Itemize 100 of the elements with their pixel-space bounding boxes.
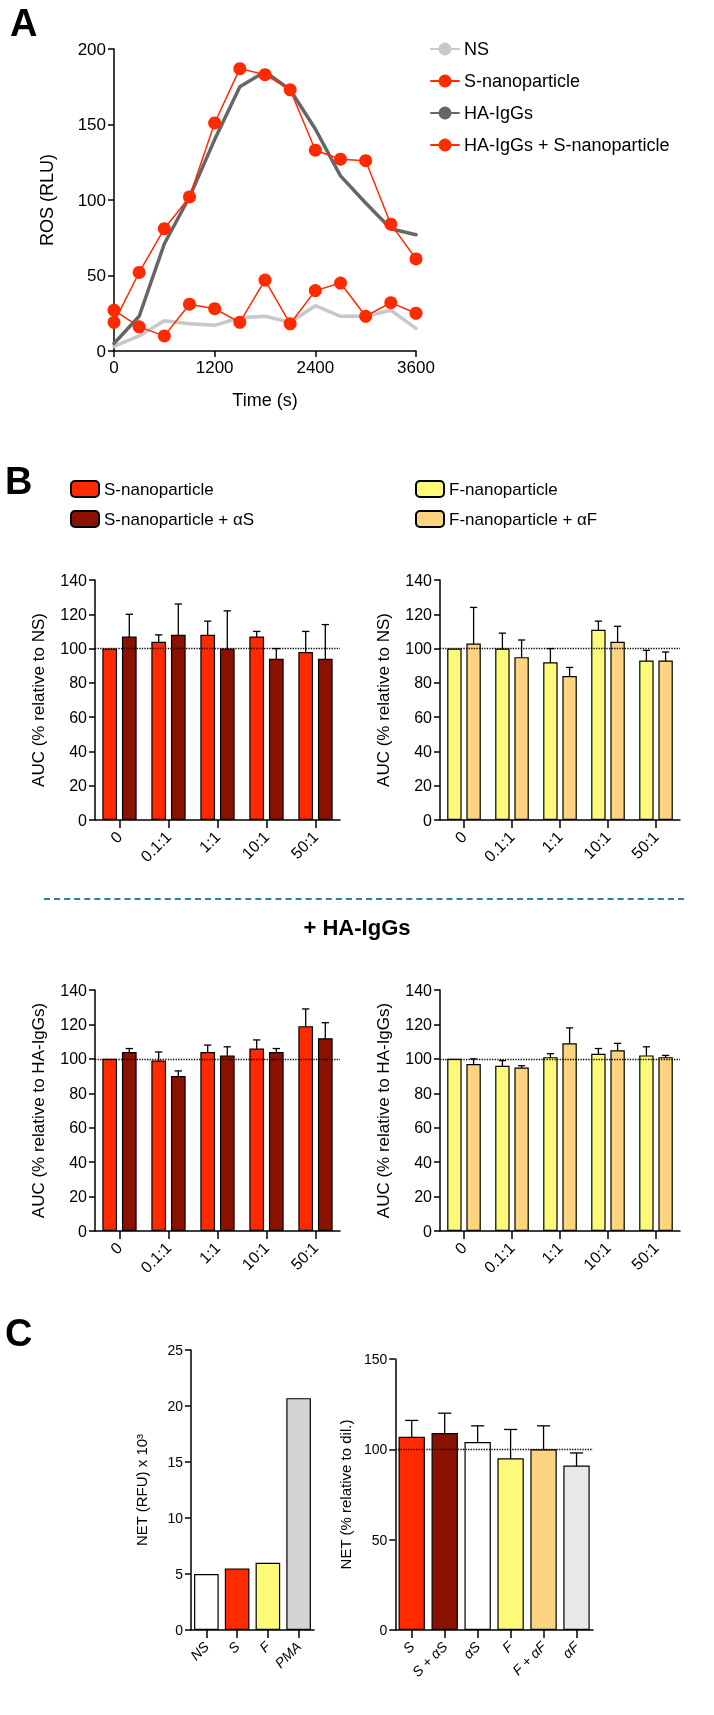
y-tick-label: 120: [405, 1015, 433, 1033]
point: [334, 276, 347, 290]
x-tick-label: 0: [109, 358, 119, 377]
y-tick-label: 50: [87, 266, 106, 285]
y-tick-label: 140: [405, 571, 433, 589]
point: [233, 315, 247, 329]
y-tick-label: 0: [96, 341, 106, 361]
y-axis-title: AUC (% relative to NS): [374, 613, 393, 787]
point: [107, 315, 121, 329]
y-tick-label: 20: [414, 777, 433, 795]
y-tick-label: 0: [379, 1622, 388, 1638]
x-tick-label: 10:1: [579, 1238, 615, 1274]
y-tick-label: 120: [60, 1015, 88, 1033]
point: [233, 62, 247, 76]
point: [183, 297, 196, 311]
y-tick-label: 40: [69, 742, 88, 760]
point: [157, 329, 171, 343]
y-tick-label: 140: [405, 981, 433, 999]
y-tick-label: 80: [69, 674, 88, 692]
y-tick-label: 10: [167, 1510, 184, 1526]
y-tick-label: 80: [414, 1084, 433, 1102]
x-tick-label: S: [399, 1637, 418, 1657]
y-axis-title: NET (% relative to dil.): [337, 1419, 354, 1570]
legend-label: F-nanoparticle: [449, 479, 558, 499]
y-axis-title: AUC (% relative to NS): [29, 613, 48, 787]
x-tick-label: NS: [186, 1637, 213, 1664]
legend-label: S-nanoparticle: [464, 71, 581, 91]
y-axis-title: AUC (% relative to HA-IgGs): [29, 1002, 48, 1219]
point: [132, 320, 146, 334]
point: [384, 217, 398, 231]
x-tick-label: F: [498, 1637, 518, 1656]
legend-label: F-nanoparticle + αF: [449, 509, 598, 529]
legend-label: HA-IgGs + S-nanoparticle: [464, 135, 670, 155]
text: C: [5, 1312, 33, 1355]
y-tick-label: 80: [69, 1084, 88, 1102]
y-tick-label: 0: [78, 811, 88, 829]
point: [334, 152, 347, 166]
point: [409, 252, 423, 266]
y-tick-label: 20: [414, 1188, 433, 1206]
x-axis-title: Time (s): [232, 390, 298, 410]
x-tick-label: αF: [559, 1637, 584, 1662]
point: [183, 190, 196, 204]
text: + HA-IgGs: [303, 915, 411, 941]
point: [107, 303, 121, 317]
x-tick-label: 1:1: [195, 1238, 224, 1267]
point: [308, 284, 322, 298]
legend-label: NS: [464, 39, 490, 59]
y-tick-label: 80: [414, 674, 433, 692]
text: A: [10, 2, 38, 45]
y-tick-label: 100: [405, 640, 433, 658]
y-axis-title: AUC (% relative to HA-IgGs): [374, 1002, 393, 1219]
legend-label: HA-IgGs: [464, 103, 534, 123]
y-tick-label: 150: [77, 115, 106, 134]
y-tick-label: 100: [77, 190, 106, 210]
y-axis-title: NET (RFU) x 10³: [133, 1433, 150, 1547]
point: [384, 296, 398, 310]
x-tick-label: 0: [107, 1238, 126, 1258]
y-tick-label: 150: [363, 1351, 388, 1367]
y-tick-label: 15: [167, 1454, 184, 1470]
y-tick-label: 50: [371, 1531, 388, 1548]
point: [409, 306, 423, 320]
y-tick-label: 20: [167, 1398, 184, 1414]
y-tick-label: 100: [60, 1050, 88, 1068]
text: B: [5, 460, 33, 503]
point: [283, 83, 297, 97]
x-tick-label: 1200: [195, 358, 234, 377]
x-tick-label: 10:1: [579, 827, 615, 863]
y-tick-label: 200: [77, 39, 106, 59]
x-tick-label: S: [224, 1637, 244, 1657]
point: [132, 265, 146, 279]
x-tick-label: 0: [451, 827, 471, 847]
x-tick-label: 0: [107, 827, 126, 847]
y-tick-label: 20: [69, 1188, 88, 1206]
x-tick-label: 0: [451, 1238, 471, 1258]
y-axis-title: ROS (RLU): [37, 153, 57, 247]
y-tick-label: 40: [69, 1153, 88, 1171]
y-tick-label: 60: [69, 1119, 88, 1137]
y-tick-label: 140: [60, 571, 88, 589]
point: [208, 302, 222, 316]
y-tick-label: 20: [69, 777, 88, 795]
point: [359, 154, 373, 168]
x-tick-label: 3600: [397, 358, 435, 377]
y-tick-label: 5: [175, 1566, 184, 1582]
x-tick-label: 50:1: [627, 827, 663, 863]
point: [258, 68, 272, 82]
y-tick-label: 25: [167, 1342, 184, 1358]
x-tick-label: 10:1: [238, 1238, 273, 1274]
y-tick-label: 40: [414, 1153, 433, 1171]
y-tick-label: 120: [405, 605, 433, 623]
y-tick-label: 0: [78, 1222, 88, 1240]
x-tick-label: 50:1: [627, 1238, 663, 1274]
point: [359, 309, 373, 323]
y-tick-label: 40: [414, 742, 433, 760]
y-tick-label: 0: [175, 1622, 184, 1638]
y-tick-label: 100: [363, 1441, 388, 1458]
point: [283, 317, 297, 331]
x-tick-label: 1:1: [538, 1238, 567, 1267]
y-tick-label: 100: [405, 1050, 433, 1068]
x-tick-label: αS: [459, 1637, 484, 1662]
y-tick-label: 60: [69, 708, 88, 726]
